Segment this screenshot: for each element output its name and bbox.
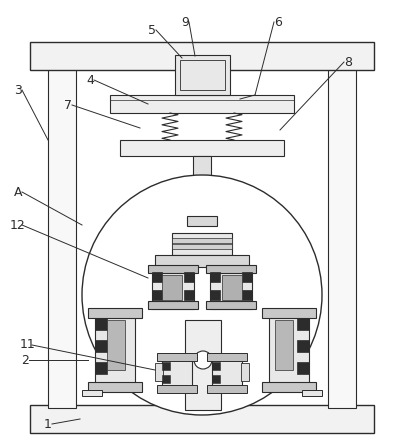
Bar <box>30 42 374 70</box>
Text: 1: 1 <box>44 417 52 431</box>
Bar <box>152 267 194 309</box>
Bar <box>162 362 170 370</box>
Bar <box>180 60 225 90</box>
Text: 8: 8 <box>344 55 352 69</box>
Bar <box>193 156 211 221</box>
Bar <box>185 320 221 410</box>
Bar <box>95 340 107 352</box>
Bar <box>212 362 220 370</box>
Bar <box>95 362 107 374</box>
Bar <box>297 362 309 374</box>
Bar <box>297 340 309 352</box>
Bar <box>184 290 194 300</box>
Bar <box>206 265 256 273</box>
Bar <box>262 382 316 392</box>
Bar <box>148 265 198 273</box>
Bar <box>162 375 170 383</box>
Text: 3: 3 <box>14 83 22 97</box>
Bar <box>157 385 197 393</box>
Bar <box>207 353 247 361</box>
Bar <box>241 363 249 381</box>
Bar <box>210 290 220 300</box>
Bar <box>187 216 217 226</box>
Bar <box>242 272 252 282</box>
Text: 11: 11 <box>20 338 36 351</box>
Circle shape <box>194 351 212 369</box>
Bar <box>120 140 284 156</box>
Text: 2: 2 <box>21 354 29 366</box>
Bar <box>302 390 322 396</box>
Bar <box>30 405 374 433</box>
Text: 6: 6 <box>274 16 282 28</box>
Bar <box>210 272 220 282</box>
Bar <box>206 301 256 309</box>
Bar <box>175 55 230 95</box>
Bar <box>48 55 76 408</box>
Bar <box>95 310 135 390</box>
Bar <box>162 275 182 300</box>
Bar <box>88 308 142 318</box>
Text: 9: 9 <box>181 16 189 28</box>
Bar <box>152 290 162 300</box>
Bar <box>148 301 198 309</box>
Bar <box>269 310 309 390</box>
Bar <box>162 355 192 390</box>
Circle shape <box>82 175 322 415</box>
Bar <box>107 320 125 370</box>
Bar <box>172 233 232 255</box>
Bar <box>297 318 309 330</box>
Bar <box>152 272 162 282</box>
Text: A: A <box>14 186 22 198</box>
Bar <box>212 375 220 383</box>
Bar <box>222 275 242 300</box>
Text: 12: 12 <box>10 218 26 232</box>
Bar <box>155 363 163 381</box>
Bar <box>88 382 142 392</box>
Bar <box>95 318 107 330</box>
Text: 4: 4 <box>86 74 94 86</box>
Bar <box>242 290 252 300</box>
Bar <box>212 355 242 390</box>
Bar <box>110 95 294 113</box>
Text: 7: 7 <box>64 98 72 112</box>
Bar <box>184 272 194 282</box>
Bar <box>275 320 293 370</box>
Bar <box>172 244 232 249</box>
Bar <box>328 55 356 408</box>
Bar <box>262 308 316 318</box>
Bar <box>207 385 247 393</box>
Bar <box>172 238 232 243</box>
Bar <box>210 267 252 309</box>
Text: 5: 5 <box>148 23 156 36</box>
Bar <box>157 353 197 361</box>
Bar <box>82 390 102 396</box>
Bar <box>155 255 249 267</box>
